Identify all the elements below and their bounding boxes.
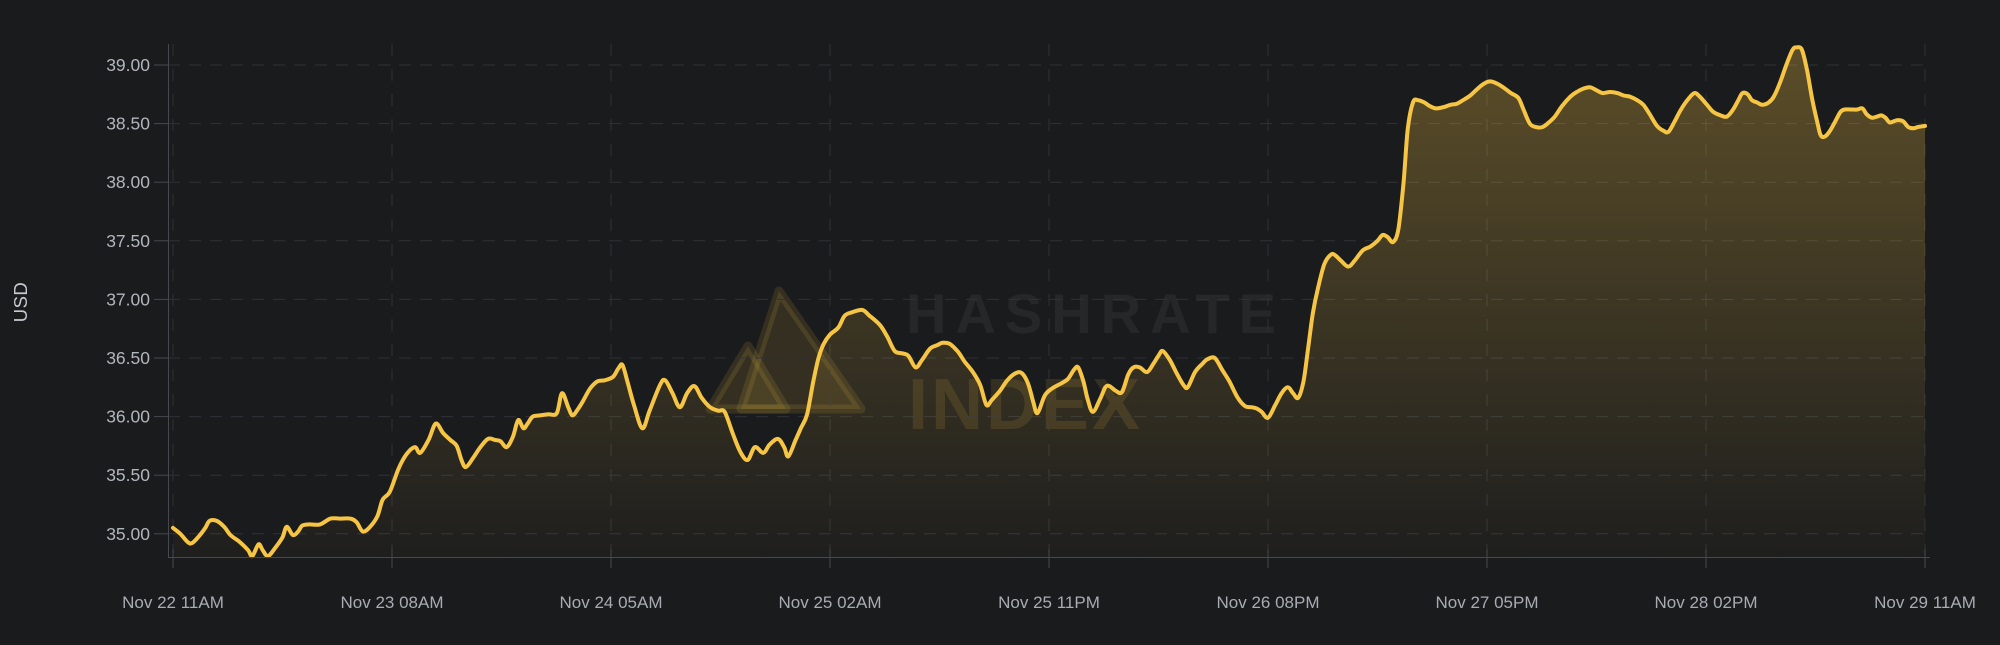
y-tick-labels: 35.00 35.50 36.00 36.50 37.00 37.50 38.00 38.50… xyxy=(106,55,150,544)
price-area xyxy=(173,47,1925,557)
x-tick-label: Nov 23 08AM xyxy=(341,593,444,612)
y-tick-label: 37.00 xyxy=(106,289,150,309)
y-axis-title: USD xyxy=(10,282,31,323)
y-tick-label: 38.00 xyxy=(106,172,150,192)
y-tick-label: 35.50 xyxy=(106,465,150,485)
watermark-hashrate-text: HASHRATE xyxy=(906,282,1285,345)
x-tick-label: Nov 28 02PM xyxy=(1655,593,1758,612)
y-tick-label: 35.00 xyxy=(106,524,150,544)
x-tick-label: Nov 29 11AM xyxy=(1874,593,1976,612)
x-tick-label: Nov 26 08PM xyxy=(1217,593,1320,612)
x-tick-label: Nov 25 11PM xyxy=(998,593,1100,612)
y-tick-label: 36.50 xyxy=(106,348,150,368)
x-tick-label: Nov 22 11AM xyxy=(122,593,224,612)
y-tick-label: 36.00 xyxy=(106,407,150,427)
mountain-logo-small-icon xyxy=(705,341,791,414)
x-tick-marks xyxy=(172,549,1926,568)
x-tick-label: Nov 25 02AM xyxy=(779,593,882,612)
x-tick-label: Nov 24 05AM xyxy=(560,593,663,612)
x-tick-label: Nov 27 05PM xyxy=(1436,593,1539,612)
x-tick-labels: Nov 22 11AM Nov 23 08AM Nov 24 05AM Nov 25 … xyxy=(122,593,1976,612)
y-tick-label: 37.50 xyxy=(106,231,150,251)
price-line xyxy=(171,45,1927,559)
y-tick-label: 39.00 xyxy=(106,55,150,75)
y-tick-marks xyxy=(154,64,168,535)
y-tick-label: 38.50 xyxy=(106,114,150,134)
